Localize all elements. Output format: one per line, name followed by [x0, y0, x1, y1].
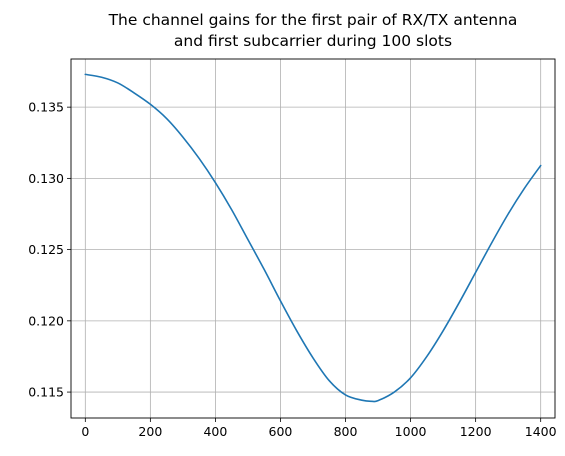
chart-title: The channel gains for the first pair of …	[108, 11, 518, 50]
x-tick-label: 600	[269, 424, 293, 439]
x-tick-label: 1400	[525, 424, 557, 439]
grid	[71, 59, 555, 418]
plot-frame	[70, 58, 556, 419]
x-tick-label: 1000	[395, 424, 427, 439]
x-tick-label: 0	[81, 424, 89, 439]
chart-title-line-1: The channel gains for the first pair of …	[108, 11, 518, 29]
x-tick-label: 400	[203, 424, 227, 439]
series-line-0	[84, 73, 542, 403]
y-tick-label: 0.115	[28, 385, 64, 400]
axis-ticks: 0 200 400 600 800 1000 1200 1400 0.115 0.120 0.125…	[28, 100, 556, 439]
x-tick-label: 1200	[460, 424, 492, 439]
y-tick-label: 0.120	[28, 313, 64, 328]
plot-series	[84, 73, 542, 403]
y-tick-label: 0.135	[28, 100, 64, 115]
x-tick-label: 800	[334, 424, 358, 439]
y-tick-label: 0.125	[28, 242, 64, 257]
chart-title-line-2: and first subcarrier during 100 slots	[174, 32, 452, 50]
x-tick-label: 200	[138, 424, 162, 439]
y-tick-label: 0.130	[28, 171, 64, 186]
